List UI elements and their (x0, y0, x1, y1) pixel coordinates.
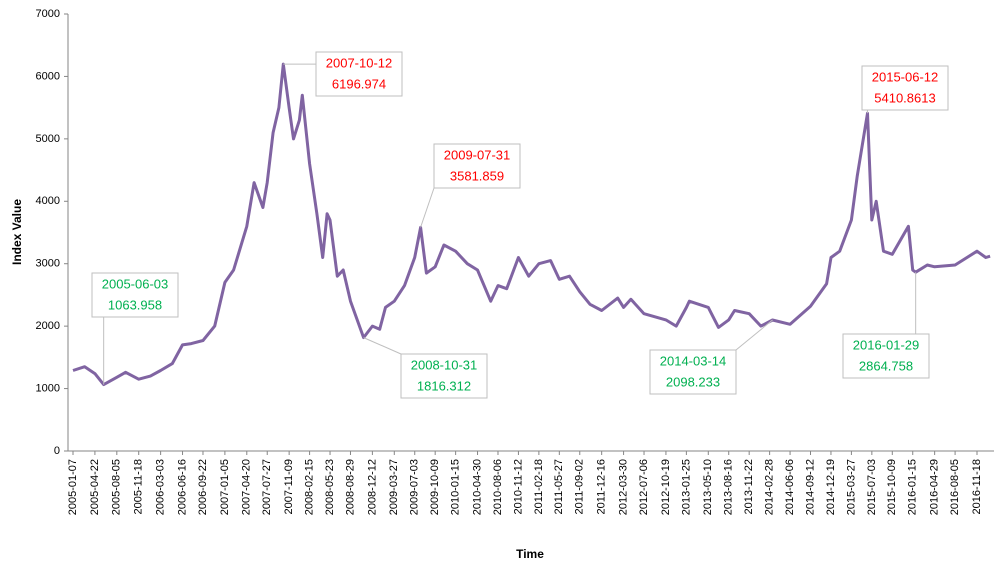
x-axis-title: Time (516, 547, 544, 561)
annotation-box (400, 353, 488, 399)
x-tick-label: 2012-10-19 (660, 459, 672, 515)
x-tick-label: 2006-03-03 (155, 459, 167, 515)
y-tick-label: 4000 (36, 195, 60, 207)
annotation-leader (363, 337, 402, 355)
x-tick-label: 2010-01-15 (450, 459, 462, 515)
annotation-value: 2864.758 (859, 358, 913, 373)
annotation-box (861, 65, 949, 111)
x-tick-label: 2015-03-27 (845, 459, 857, 515)
annotation-leader (735, 319, 773, 351)
annotation-value: 1816.312 (417, 378, 471, 393)
x-tick-label: 2005-08-05 (111, 459, 123, 515)
x-tick-label: 2014-02-28 (764, 459, 776, 515)
x-tick-label: 2007-07-27 (261, 459, 273, 515)
x-tick-label: 2007-11-09 (283, 459, 295, 514)
x-tick-label: 2009-03-27 (388, 459, 400, 515)
annotation-date: 2008-10-31 (411, 357, 478, 372)
x-tick-label: 2016-04-29 (929, 459, 941, 515)
x-tick-label: 2005-01-07 (67, 459, 79, 515)
annotation-value: 3581.859 (450, 168, 504, 183)
x-tick-label: 2009-10-09 (429, 459, 441, 515)
x-tick-label: 2014-06-06 (784, 459, 796, 515)
x-tick-label: 2006-06-16 (176, 459, 188, 515)
annotation-value: 2098.233 (666, 374, 720, 389)
x-tick-label: 2012-07-06 (638, 459, 650, 515)
x-tick-label: 2008-05-23 (324, 459, 336, 515)
annotation-box (91, 272, 179, 318)
y-tick-label: 2000 (36, 320, 60, 332)
x-tick-label: 2005-04-22 (89, 459, 101, 515)
x-tick-label: 2016-11-18 (971, 459, 983, 514)
annotation-value: 5410.8613 (874, 90, 935, 105)
annotation-date: 2005-06-03 (102, 276, 169, 291)
annotation-value: 1063.958 (108, 297, 162, 312)
x-tick-label: 2015-10-09 (886, 459, 898, 515)
annotation-leader (420, 187, 435, 228)
annotation-date: 2009-07-31 (444, 147, 511, 162)
x-tick-label: 2010-08-06 (492, 459, 504, 515)
x-tick-label: 2009-07-03 (409, 459, 421, 515)
annotation-date: 2014-03-14 (660, 353, 727, 368)
y-tick-label: 3000 (36, 258, 60, 270)
y-tick-label: 0 (54, 445, 60, 457)
x-tick-label: 2010-11-12 (512, 459, 524, 514)
x-tick-label: 2007-01-05 (219, 459, 231, 515)
line (72, 62, 991, 387)
annotation-date: 2015-06-12 (872, 69, 939, 84)
x-tick-label: 2008-12-12 (366, 459, 378, 515)
x-tick-label: 2013-11-22 (743, 459, 755, 514)
x-tick-label: 2015-07-03 (866, 459, 878, 515)
annotation-date: 2007-10-12 (326, 55, 393, 70)
x-tick-label: 2008-08-29 (344, 459, 356, 515)
x-tick-label: 2011-09-02 (574, 459, 586, 514)
annotation-value: 6196.974 (332, 76, 386, 91)
x-tick-label: 2013-08-16 (723, 459, 735, 515)
x-tick-label: 2014-09-12 (804, 459, 816, 515)
x-tick-label: 2007-04-20 (241, 459, 253, 515)
x-tick-label: 2016-01-15 (907, 459, 919, 515)
x-tick-label: 2005-11-18 (133, 459, 145, 514)
x-tick-label: 2006-09-22 (197, 459, 209, 515)
y-axis-title: Index Value (10, 199, 24, 265)
x-tick-label: 2012-03-30 (617, 459, 629, 515)
y-tick-label: 7000 (36, 8, 60, 20)
annotation-box (842, 333, 930, 379)
y-tick-label: 1000 (36, 382, 60, 394)
annotation-box (649, 349, 737, 395)
annotation-date: 2016-01-29 (853, 337, 920, 352)
y-tick-label: 5000 (36, 133, 60, 145)
x-tick-label: 2014-12-19 (825, 459, 837, 515)
x-tick-label: 2011-05-27 (553, 459, 565, 514)
annotation-box (433, 143, 521, 189)
x-tick-label: 2013-05-10 (702, 459, 714, 515)
x-tick-label: 2011-12-16 (596, 459, 608, 514)
x-tick-label: 2013-01-25 (680, 459, 692, 515)
annotation-box (315, 51, 403, 97)
x-tick-label: 2016-08-05 (949, 459, 961, 515)
y-tick-label: 6000 (36, 70, 60, 82)
x-tick-label: 2008-02-15 (303, 459, 315, 515)
x-tick-label: 2010-04-30 (471, 459, 483, 515)
x-tick-label: 2011-02-18 (533, 459, 545, 514)
